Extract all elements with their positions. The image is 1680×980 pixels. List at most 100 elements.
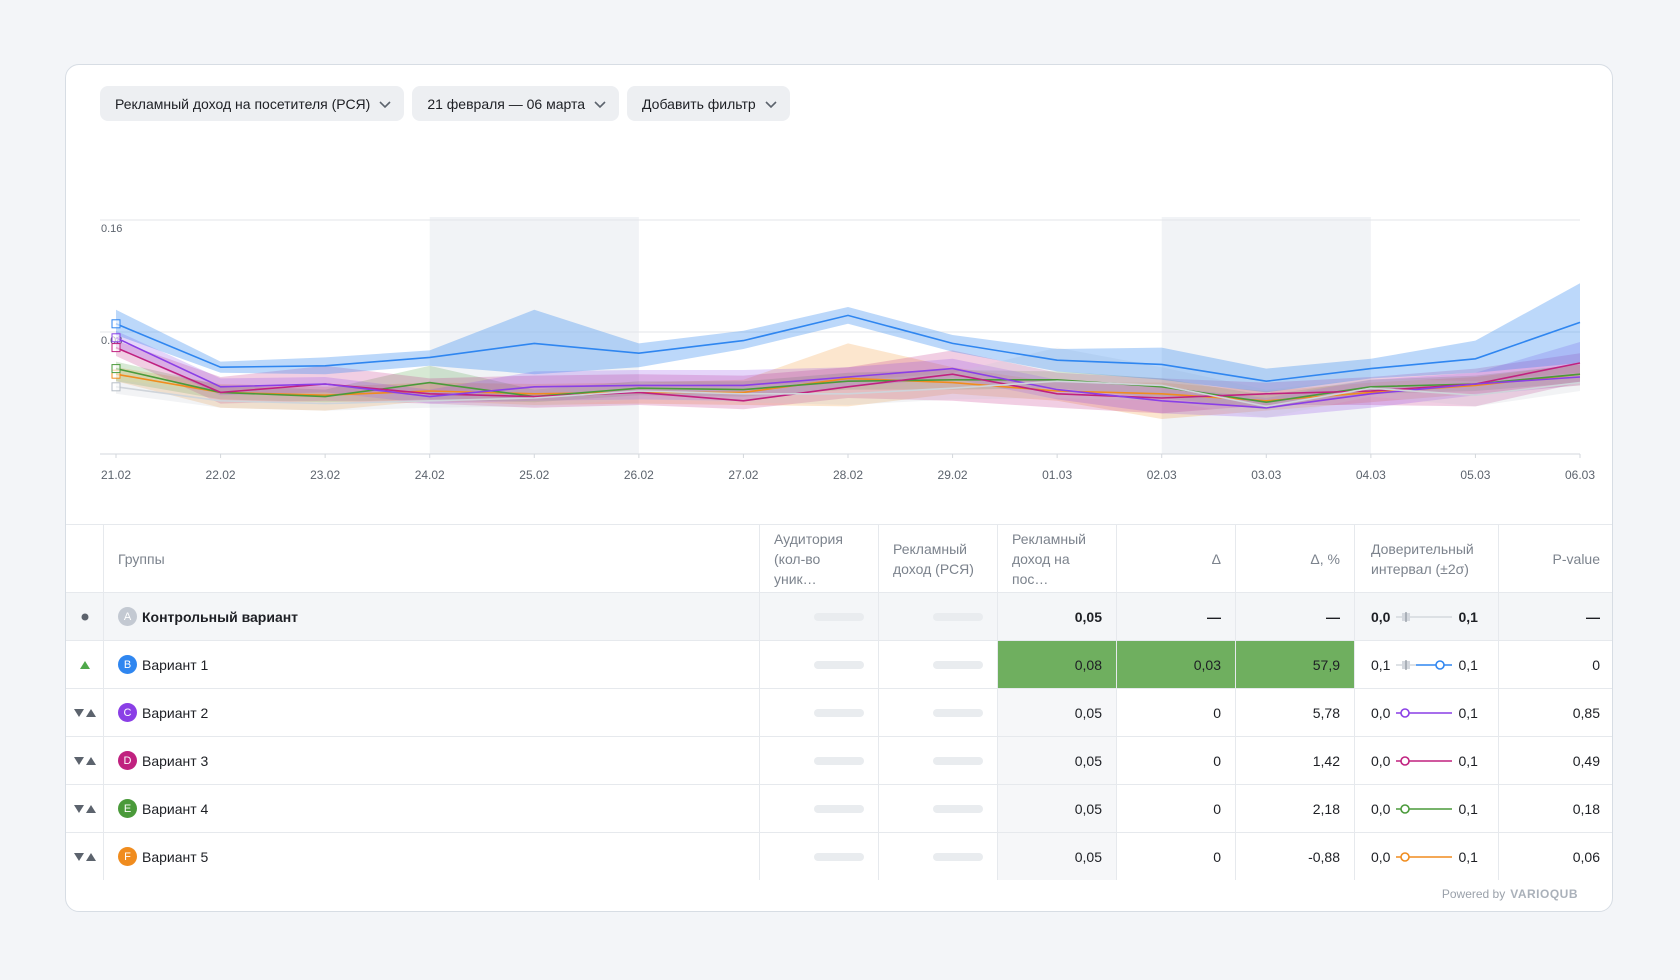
series-start-marker	[111, 319, 121, 329]
delta-pct-cell: 2,18	[1236, 785, 1355, 832]
rpv-cell: 0,08	[998, 641, 1117, 688]
x-tick-label: 26.02	[624, 468, 654, 482]
x-tick-label: 06.03	[1565, 468, 1595, 482]
header-delta-pct[interactable]: Δ, %	[1236, 525, 1355, 592]
triangle-down-up-icon	[73, 708, 96, 717]
delta-value: 0	[1213, 800, 1221, 817]
audience-cell	[760, 785, 879, 832]
placeholder-bar	[814, 708, 864, 717]
x-tick-label: 25.02	[519, 468, 549, 482]
x-tick-label: 04.03	[1356, 468, 1386, 482]
rpv-value: 0,05	[1074, 752, 1102, 769]
table-row[interactable]: F Вариант 5 0,05 0 -0,88 0,0 0,1 0,06	[66, 832, 1612, 880]
group-name-cell[interactable]: D Вариант 3	[104, 737, 760, 784]
delta-value: 0	[1213, 752, 1221, 769]
ci-range-icon	[1396, 803, 1453, 814]
metric-dropdown[interactable]: Рекламный доход на посетителя (РСЯ)	[100, 86, 405, 121]
placeholder-bar	[933, 756, 983, 765]
header-groups[interactable]: Группы	[104, 525, 760, 592]
variant-name: Вариант 3	[142, 752, 209, 769]
x-tick-label: 23.02	[310, 468, 340, 482]
table-row[interactable]: C Вариант 2 0,05 0 5,78 0,0 0,1 0,85	[66, 688, 1612, 736]
date-range-dropdown[interactable]: 21 февраля — 06 марта	[412, 86, 620, 121]
footer: Powered by VARIOQUB	[1442, 887, 1578, 901]
add-filter-dropdown[interactable]: Добавить фильтр	[627, 86, 790, 121]
ci-cell: 0,0 0,1	[1355, 785, 1499, 832]
header-delta[interactable]: Δ	[1117, 525, 1236, 592]
group-name-cell[interactable]: E Вариант 4	[104, 785, 760, 832]
add-filter-label: Добавить фильтр	[642, 95, 756, 112]
table-row[interactable]: A Контрольный вариант 0,05 — — 0,0 0,1 —	[66, 592, 1612, 640]
header-rpv-line2: доход на пос…	[1012, 550, 1070, 587]
placeholder-bar	[814, 852, 864, 861]
ci-high-value: 0,1	[1458, 704, 1478, 721]
ci-range-icon	[1396, 659, 1453, 670]
group-name-cell[interactable]: F Вариант 5	[104, 833, 760, 880]
delta-value: 0	[1213, 848, 1221, 865]
header-rpv-line1: Рекламный	[1012, 530, 1086, 547]
header-revenue[interactable]: Рекламный доход (РСЯ)	[879, 525, 998, 592]
table-header-row: Группы Аудитория (кол-во уник… Рекламный д…	[66, 524, 1612, 592]
ci-low-value: 0,0	[1371, 704, 1391, 721]
ci-cell: 0,0 0,1	[1355, 689, 1499, 736]
delta-cell: 0	[1117, 785, 1236, 832]
chevron-down-icon	[594, 100, 606, 108]
rpv-value: 0,05	[1074, 848, 1102, 865]
rpv-value: 0,05	[1074, 608, 1102, 625]
powered-by-label: Powered by	[1441, 887, 1506, 901]
results-table: Группы Аудитория (кол-во уник… Рекламный д…	[66, 524, 1612, 880]
placeholder-bar	[933, 804, 983, 813]
audience-cell	[760, 689, 879, 736]
placeholder-bar	[814, 612, 864, 621]
placeholder-bar	[814, 756, 864, 765]
series-start-marker	[111, 343, 121, 353]
ci-range-icon	[1396, 611, 1453, 622]
ci-low-value: 0,0	[1371, 800, 1391, 817]
header-ci[interactable]: Доверительный интервал (±2σ)	[1355, 525, 1499, 592]
delta-value: —	[1207, 608, 1221, 625]
metric-line-chart[interactable]: 0.160.0821.0222.0223.0224.0225.0226.0227…	[66, 151, 1613, 523]
header-audience[interactable]: Аудитория (кол-во уник…	[760, 525, 879, 592]
ci-high-value: 0,1	[1458, 656, 1478, 673]
group-name-cell[interactable]: C Вариант 2	[104, 689, 760, 736]
series-line-B	[115, 314, 1581, 383]
ci-low-value: 0,0	[1371, 752, 1391, 769]
x-tick-label: 05.03	[1460, 468, 1490, 482]
date-range-label: 21 февраля — 06 марта	[427, 95, 586, 112]
variant-name: Вариант 2	[142, 704, 209, 721]
delta-cell: 0	[1117, 833, 1236, 880]
header-revenue-line1: Рекламный	[893, 540, 967, 557]
ci-high-value: 0,1	[1458, 848, 1478, 865]
pvalue-cell: 0,49	[1499, 737, 1612, 784]
delta-pct-cell: -0,88	[1236, 833, 1355, 880]
series-line-C	[115, 337, 1581, 409]
header-rpv[interactable]: Рекламный доход на пос…	[998, 525, 1117, 592]
ci-cell: 0,1 0,1	[1355, 641, 1499, 688]
group-name-cell[interactable]: B Вариант 1	[104, 641, 760, 688]
header-delta-pct-label: Δ, %	[1310, 550, 1340, 567]
variant-badge: E	[118, 799, 137, 818]
series-start-marker	[111, 382, 121, 392]
delta-value: 0,03	[1193, 656, 1221, 673]
ci-range-icon	[1396, 755, 1453, 766]
pvalue-value: 0,85	[1572, 704, 1600, 721]
header-pvalue[interactable]: P-value	[1499, 525, 1612, 592]
revenue-cell	[879, 833, 998, 880]
ci-low-value: 0,1	[1371, 656, 1391, 673]
series-line-A	[115, 380, 1581, 408]
variant-name: Вариант 4	[142, 800, 209, 817]
delta-value: 0	[1213, 704, 1221, 721]
rpv-cell: 0,05	[998, 593, 1117, 640]
pvalue-cell: 0,85	[1499, 689, 1612, 736]
variant-badge: B	[118, 655, 137, 674]
table-row[interactable]: B Вариант 1 0,08 0,03 57,9 0,1 0,1 0	[66, 640, 1612, 688]
group-name-cell[interactable]: A Контрольный вариант	[104, 593, 760, 640]
rpv-cell: 0,05	[998, 785, 1117, 832]
triangle-down-up-icon	[73, 804, 96, 813]
table-row[interactable]: E Вариант 4 0,05 0 2,18 0,0 0,1 0,18	[66, 784, 1612, 832]
ci-low-value: 0,0	[1371, 608, 1391, 625]
table-row[interactable]: D Вариант 3 0,05 0 1,42 0,0 0,1 0,49	[66, 736, 1612, 784]
x-tick-label: 22.02	[206, 468, 236, 482]
confidence-band-B	[116, 283, 1580, 393]
row-status-mark	[66, 593, 104, 640]
